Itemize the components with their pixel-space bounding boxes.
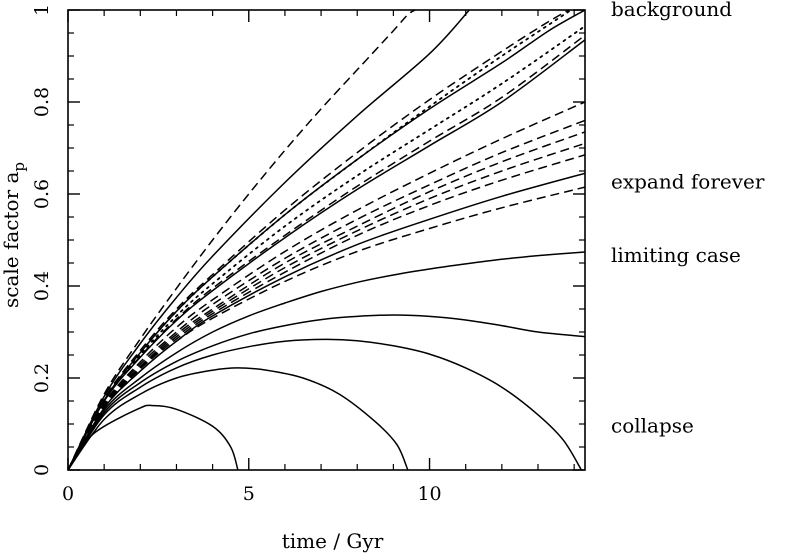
annotations-layer: background expand forever limiting case col… xyxy=(611,0,765,437)
series-line-4-solid xyxy=(68,314,585,470)
series-layer xyxy=(68,10,585,470)
series-line-11-dashed xyxy=(68,119,585,470)
series-line-19-solid xyxy=(68,10,470,470)
x-tick-label: 0 xyxy=(62,483,74,505)
annotation-limiting-case: limiting case xyxy=(611,243,741,267)
series-line-17-solid xyxy=(68,10,585,470)
ticks-layer xyxy=(67,9,585,471)
series-line-5-solid xyxy=(68,251,585,470)
series-line-7-dashed xyxy=(68,186,585,470)
x-tick-label: 5 xyxy=(243,483,255,505)
y-tick-label: 0.2 xyxy=(31,363,53,393)
annotation-background: background xyxy=(611,0,732,21)
y-axis-label-subscript: p xyxy=(10,162,28,172)
annotation-expand-forever: expand forever xyxy=(611,170,765,194)
y-axis-label: scale factor ap xyxy=(0,162,28,308)
series-line-6-solid xyxy=(68,172,585,470)
plot-frame xyxy=(67,9,586,471)
series-line-18-dashed xyxy=(68,10,571,470)
series-line-12-dashed xyxy=(68,101,585,470)
y-tick-label: 0.6 xyxy=(31,179,53,209)
labels-layer: 0 5 10 0 0.2 0.4 0.6 0.8 1 xyxy=(31,4,442,505)
y-tick-label: 0.4 xyxy=(31,271,53,301)
x-axis-label: time / Gyr xyxy=(282,529,384,553)
y-tick-label: 1 xyxy=(31,4,53,16)
series-line-8-dashed xyxy=(68,154,585,470)
y-tick-label: 0.8 xyxy=(31,87,53,117)
y-tick-label: 0 xyxy=(31,464,53,476)
y-axis-label-main: scale factor a xyxy=(0,172,23,309)
series-line-9-dashed xyxy=(68,142,585,470)
series-line-14-dashed xyxy=(68,34,585,470)
series-line-10-dashed xyxy=(68,131,585,470)
series-line-20-dashed xyxy=(68,10,416,470)
annotation-collapse: collapse xyxy=(611,413,694,437)
x-tick-label: 10 xyxy=(417,483,441,505)
series-line-3-solid xyxy=(68,338,583,470)
series-line-2-solid xyxy=(68,367,409,470)
